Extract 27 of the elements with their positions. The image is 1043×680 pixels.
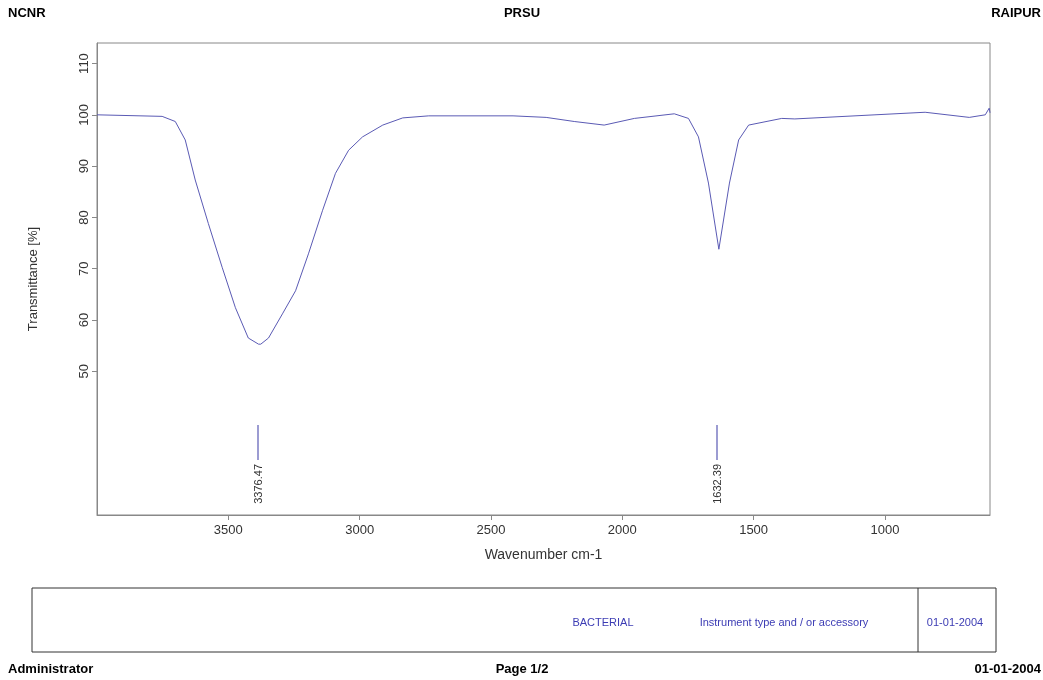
- x-tick-label: 1500: [739, 522, 769, 537]
- line-series: [96, 107, 991, 345]
- annotation: 3376.47: [252, 464, 264, 504]
- text: 01-01-2004: [974, 661, 1042, 676]
- x-tick-label: 1000: [870, 522, 900, 537]
- y-tick-label: 50: [75, 364, 91, 379]
- x-tick-label: 3500: [213, 522, 243, 537]
- text: RAIPUR: [991, 5, 1042, 20]
- y-tick-label: 90: [75, 158, 91, 174]
- x-axis-title: Wavenumber cm-1: [484, 546, 603, 562]
- annotation: 1632.39: [711, 464, 723, 504]
- text: NCNR: [8, 5, 47, 20]
- text: BACTERIAL: [572, 616, 634, 628]
- y-tick-label: 60: [75, 312, 91, 328]
- y-axis-title: Transmittance [%]: [25, 226, 40, 332]
- text: Page 1/2: [495, 661, 549, 676]
- y-tick-label: 100: [75, 103, 91, 126]
- text: Administrator: [8, 661, 94, 676]
- text: 01-01-2004: [926, 616, 984, 628]
- x-tick-label: 3000: [345, 522, 375, 537]
- y-tick-label: 110: [75, 53, 91, 74]
- x-tick-label: 2000: [607, 522, 637, 537]
- x-tick-label: 2500: [476, 522, 506, 537]
- y-tick-label: 80: [75, 210, 91, 225]
- text: Instrument type and / or accessory: [699, 616, 869, 628]
- text: PRSU: [503, 5, 541, 20]
- y-tick-label: 70: [75, 261, 91, 276]
